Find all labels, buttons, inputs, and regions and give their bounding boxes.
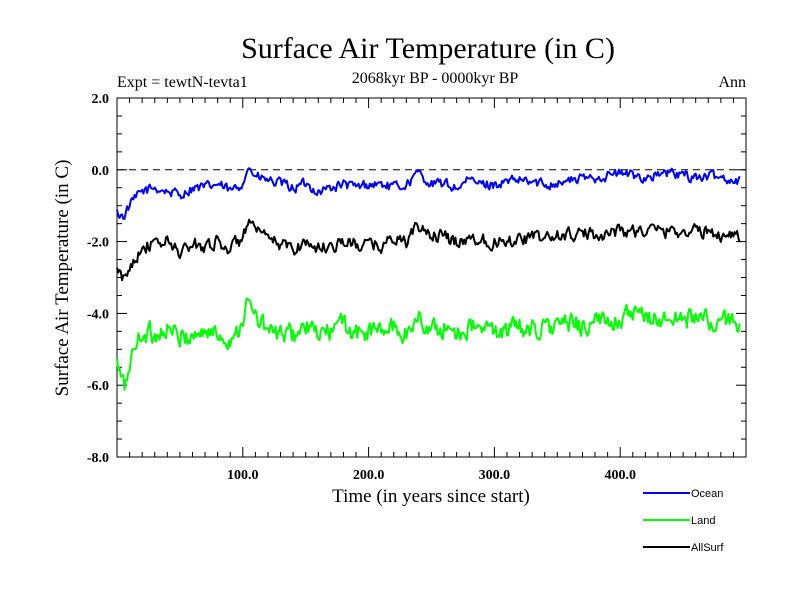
legend-label-land: Land	[691, 515, 715, 527]
x-tick-label: 200.0	[353, 468, 385, 483]
series-lines	[116, 167, 741, 391]
x-tick-label: 400.0	[604, 468, 636, 483]
tick-labels: 100.0 200.0 300.0 400.0 2.0 0.0 -2.0 -4.0 -6.0 -8…	[87, 92, 636, 483]
series-line-land	[116, 297, 741, 391]
plot-area-frame	[116, 97, 747, 458]
chart-subtitle: 2068kyr BP - 0000kyr BP	[352, 70, 519, 87]
y-tick-label: 0.0	[92, 164, 110, 179]
y-tick-label: -8.0	[87, 451, 109, 466]
chart-title: Surface Air Temperature (in C)	[241, 32, 615, 65]
axis-ticks	[117, 98, 746, 457]
y-axis-label: Surface Air Temperature (in C)	[52, 160, 73, 397]
x-tick-label: 300.0	[479, 468, 511, 483]
x-tick-label: 100.0	[227, 468, 259, 483]
expt-label: Expt = tewtN-tevta1	[117, 74, 248, 91]
season-label: Ann	[718, 74, 746, 91]
legend-label-ocean: Ocean	[691, 488, 723, 500]
series-line-ocean	[116, 167, 741, 220]
y-tick-label: -4.0	[87, 307, 109, 322]
legend: Ocean Land AllSurf	[643, 488, 724, 554]
y-tick-label: -2.0	[87, 236, 109, 251]
series-line-allsurf	[116, 218, 741, 282]
y-tick-label: 2.0	[92, 92, 110, 107]
x-axis-label: Time (in years since start)	[332, 486, 530, 507]
legend-label-allsurf: AllSurf	[691, 542, 724, 554]
y-tick-label: -6.0	[87, 379, 109, 394]
